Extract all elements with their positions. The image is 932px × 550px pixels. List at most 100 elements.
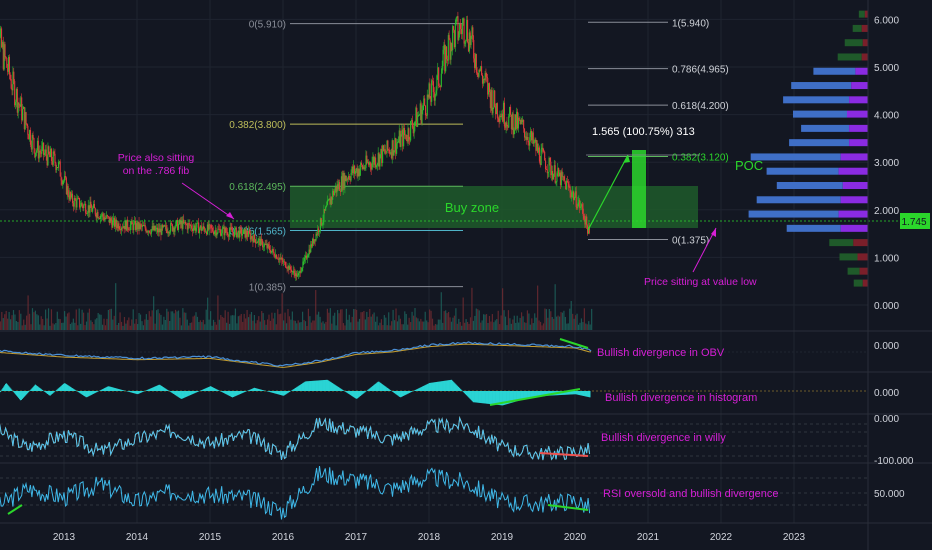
profile-bar-up: [801, 124, 850, 132]
candle-body: [190, 225, 192, 227]
candle-body: [253, 234, 255, 243]
candle-body: [380, 149, 382, 155]
candle-body: [345, 175, 347, 181]
volume-bar: [532, 323, 534, 330]
macd-bar: [547, 391, 549, 396]
candle-body: [376, 163, 378, 166]
candle-body: [507, 126, 509, 128]
macd-bar: [276, 391, 278, 395]
candle-body: [341, 176, 343, 190]
time-axis[interactable]: 2013 2014 2015 2016 2017 2018 2019 2020 2021 2022…: [53, 532, 806, 543]
macd-bar: [386, 388, 389, 391]
volume-bar: [518, 322, 520, 330]
macd-bar: [408, 391, 411, 393]
candle-body: [302, 261, 304, 268]
volume-bar: [170, 311, 172, 330]
volume-bar: [59, 319, 61, 330]
candle-body: [163, 225, 166, 227]
macd-bar: [174, 391, 177, 396]
volume-bar: [212, 319, 215, 330]
candle-body: [561, 171, 563, 177]
volume-bar: [370, 316, 372, 330]
candle-body: [456, 16, 458, 18]
volume-bar: [242, 321, 244, 330]
candle-body: [268, 244, 270, 247]
candle-body: [499, 116, 501, 122]
candle-body: [547, 171, 549, 174]
profile-bar-up: [844, 39, 863, 47]
macd-bar: [402, 391, 404, 396]
candle-body: [428, 83, 430, 98]
volume-bar: [395, 308, 397, 330]
candle-body: [495, 106, 497, 115]
candle-body: [41, 146, 43, 154]
volume-bar: [134, 323, 136, 330]
volume-bar: [471, 287, 473, 330]
macd-bar: [284, 391, 286, 395]
candle-body: [37, 140, 39, 159]
candle-body: [137, 221, 139, 230]
macd-bar: [96, 391, 99, 392]
profile-bar-up: [852, 24, 862, 32]
candle-body: [405, 134, 407, 140]
macd-bar: [581, 391, 583, 396]
candle-body: [326, 200, 328, 206]
candle-body: [39, 150, 41, 153]
candle-body: [278, 258, 280, 260]
candle-body: [519, 119, 521, 124]
candle-body: [396, 142, 399, 144]
macd-bar: [61, 384, 64, 391]
volume-bar: [211, 325, 213, 330]
candle-body: [221, 228, 223, 234]
annotation-line: on the .786 fib: [123, 165, 190, 177]
macd-bar: [388, 389, 390, 391]
volume-bar: [583, 308, 585, 330]
candle-body: [588, 227, 590, 233]
fib-projection[interactable]: 1(5.940)0.786(4.965)0.618(4.200)0.382(3.…: [588, 18, 729, 247]
candle-body: [70, 192, 72, 198]
volume-bar: [490, 321, 492, 330]
volume-bar: [316, 314, 318, 330]
candle-body: [225, 227, 227, 232]
macd-bar: [328, 380, 330, 391]
macd-bar: [62, 384, 65, 391]
macd-bar: [49, 391, 51, 396]
macd-bar: [202, 389, 204, 391]
volume-bar: [430, 310, 432, 330]
candle-body: [169, 231, 171, 234]
macd-bar: [38, 387, 40, 391]
fib-label: 0.786(1.565): [229, 227, 286, 238]
candle-body: [314, 239, 316, 241]
candle-body: [56, 167, 58, 170]
macd-bar: [9, 387, 11, 391]
candle-body: [486, 76, 488, 79]
macd-bar: [485, 391, 488, 404]
candle-body: [241, 233, 244, 236]
macd-bar: [434, 382, 436, 391]
candle-body: [195, 227, 197, 231]
volume-bar: [65, 316, 67, 330]
volume-bar: [429, 309, 431, 330]
candle-body: [340, 176, 342, 192]
volume-bar: [399, 318, 401, 330]
price-candles: [0, 11, 590, 282]
candle-body: [315, 233, 317, 241]
volume-bar: [452, 317, 454, 330]
candle-body: [471, 27, 473, 37]
value-low-label: Price sitting at value low: [644, 276, 757, 288]
candle-body: [371, 162, 373, 170]
candle-body: [452, 26, 454, 51]
volume-bar: [90, 320, 92, 330]
macd-bar: [421, 386, 423, 391]
macd-bar: [538, 391, 540, 397]
volume-bar: [535, 317, 537, 330]
profile-bar-down: [864, 10, 868, 18]
macd-bar: [92, 391, 94, 394]
macd-bar: [24, 391, 26, 397]
macd-bar: [82, 391, 85, 396]
macd-bar: [420, 387, 422, 391]
volume-bar: [469, 317, 472, 330]
candle-body: [385, 152, 387, 154]
